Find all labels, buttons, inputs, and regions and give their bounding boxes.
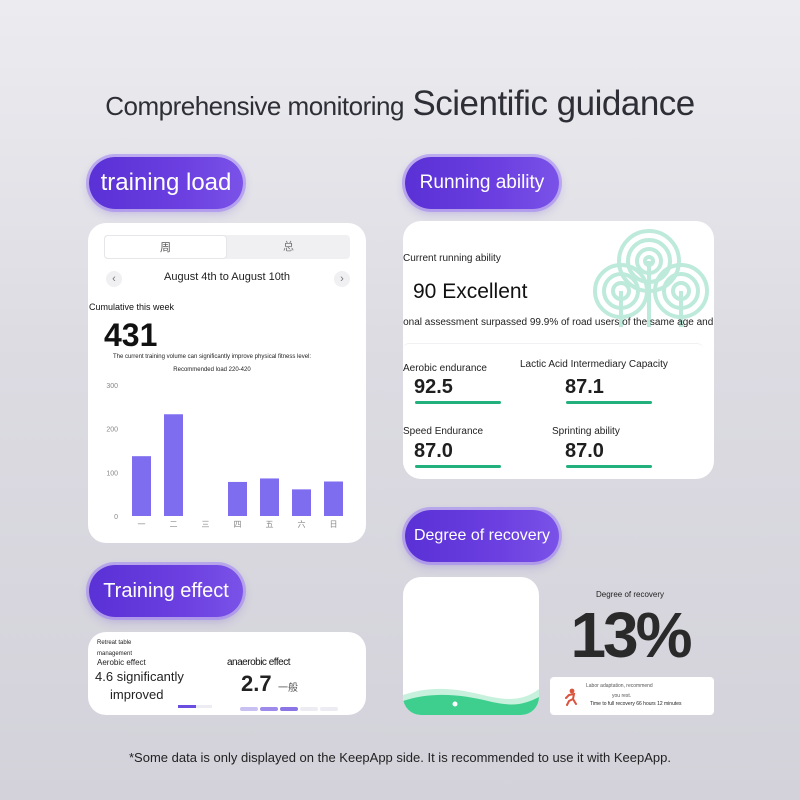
aerobic-level-bar	[178, 705, 196, 708]
running-ability-pill[interactable]: Running ability	[405, 157, 559, 209]
anaerobic-seg	[240, 707, 258, 711]
training-load-card: 周 总 ‹ August 4th to August 10th › Cumula…	[88, 223, 366, 543]
footer-note: *Some data is only displayed on the Keep…	[129, 750, 671, 765]
anaerobic-value: 2.7	[241, 671, 272, 696]
advice-line1: Labor adaptation, recommend	[586, 683, 653, 689]
aerobic-desc-a: significantly	[116, 669, 184, 684]
x-tick-label: 四	[234, 520, 242, 529]
x-tick-label: 一	[138, 520, 146, 529]
aerobic-desc-b: improved	[110, 687, 164, 702]
date-range: August 4th to August 10th	[164, 271, 290, 283]
metric-name: Sprinting ability	[552, 426, 620, 437]
x-tick-label: 日	[330, 520, 338, 529]
effect-tag: Retreat table management	[97, 638, 132, 660]
y-tick-label: 300	[106, 383, 118, 390]
chart-bar	[260, 478, 279, 516]
metric-bar	[415, 401, 501, 404]
metric-bar	[566, 401, 652, 404]
effect-tag-line1: Retreat table	[97, 640, 132, 646]
training-effect-card: Retreat table management Aerobic effect …	[88, 632, 366, 715]
recovery-wave-card	[403, 577, 539, 715]
running-ability-score: 90 Excellent	[413, 280, 528, 303]
x-tick-label: 六	[298, 519, 306, 529]
y-tick-label: 200	[106, 427, 118, 434]
aerobic-result: 4.6 significantly	[95, 669, 184, 684]
running-ability-pill-label: Running ability	[419, 172, 545, 193]
running-ability-assessment: Professional assessment surpassed 99.9% …	[403, 317, 714, 328]
anaerobic-seg	[320, 707, 338, 711]
headline: Comprehensive monitoring Scientific guid…	[0, 84, 800, 124]
chart-bar	[324, 481, 343, 516]
training-effect-pill[interactable]: Training effect	[89, 565, 243, 617]
y-tick-label: 0	[114, 514, 118, 521]
running-ability-label: Current running ability	[403, 253, 501, 264]
chevron-right-icon[interactable]: ›	[334, 271, 350, 287]
chevron-left-icon[interactable]: ‹	[106, 271, 122, 287]
anaerobic-desc: 一般	[278, 683, 299, 694]
effect-tag-line2: management	[97, 651, 133, 657]
recovery-value: 13%	[570, 599, 692, 671]
recovery-advice: Labor adaptation, recommend you rest. Ti…	[550, 677, 714, 715]
chart-bar	[132, 456, 151, 516]
x-tick-label: 二	[170, 520, 178, 529]
cumulative-label: Cumulative this week	[89, 302, 175, 312]
advice-line2: you rest.	[612, 693, 632, 699]
x-tick-label: 三	[202, 520, 210, 529]
headline-small: Comprehensive monitoring	[105, 91, 404, 121]
running-person-icon	[565, 688, 577, 706]
recovery-pill-label: Degree of recovery	[413, 527, 551, 544]
load-note-line2: Recommended load 220-420	[173, 367, 251, 373]
metric-value: 87.0	[414, 440, 453, 462]
load-note-line1: The current training volume can signific…	[112, 354, 312, 360]
concentric-rings-icon	[593, 229, 709, 327]
cumulative-value: 431	[104, 317, 158, 353]
anaerobic-result: 2.7 一般	[241, 671, 298, 697]
anaerobic-seg	[280, 707, 298, 711]
anaerobic-seg	[300, 707, 318, 711]
training-load-pill[interactable]: training load	[89, 157, 243, 209]
metric-bar	[415, 465, 501, 468]
metric-value: 92.5	[414, 376, 453, 398]
y-tick-label: 100	[106, 470, 118, 477]
metric-value: 87.0	[565, 440, 604, 462]
anaerobic-label: anaerobic effect	[227, 657, 290, 668]
metric-value: 87.1	[565, 376, 604, 398]
tab-total[interactable]: 总	[283, 241, 294, 253]
metrics-panel: Aerobic endurance 92.5 Lactic Acid Inter…	[403, 343, 703, 475]
aerobic-value: 4.6	[95, 669, 114, 684]
metric-name: Lactic Acid Intermediary Capacity	[520, 359, 668, 370]
advice-line3: Time to full recovery 66 hours 12 minute…	[590, 701, 682, 707]
running-ability-card: Current running ability 90 Excellent Pro…	[403, 221, 714, 479]
chart-bar	[292, 489, 311, 516]
x-tick-label: 五	[266, 520, 274, 529]
aerobic-label: Aerobic effect	[97, 658, 146, 667]
recovery-caption: Degree of recovery	[595, 590, 665, 599]
training-effect-pill-label: Training effect	[103, 579, 229, 602]
tab-week[interactable]: 周	[104, 235, 227, 259]
period-toggle: 周 总	[104, 235, 350, 259]
metric-name: Speed Endurance	[403, 426, 484, 437]
chart-bar	[228, 481, 247, 516]
metric-bar	[566, 465, 652, 468]
recovery-pill[interactable]: Degree of recovery	[405, 510, 559, 562]
metric-name: Aerobic endurance	[403, 363, 487, 374]
training-load-pill-label: training load	[100, 169, 232, 196]
recovery-wave	[403, 688, 539, 715]
headline-big: Scientific guidance	[412, 84, 695, 123]
training-load-chart: 0 100 200 300 一 二 三 四 五 六 日	[106, 383, 343, 529]
chart-bar	[164, 414, 183, 516]
anaerobic-seg	[260, 707, 278, 711]
aerobic-level-track	[196, 705, 212, 708]
